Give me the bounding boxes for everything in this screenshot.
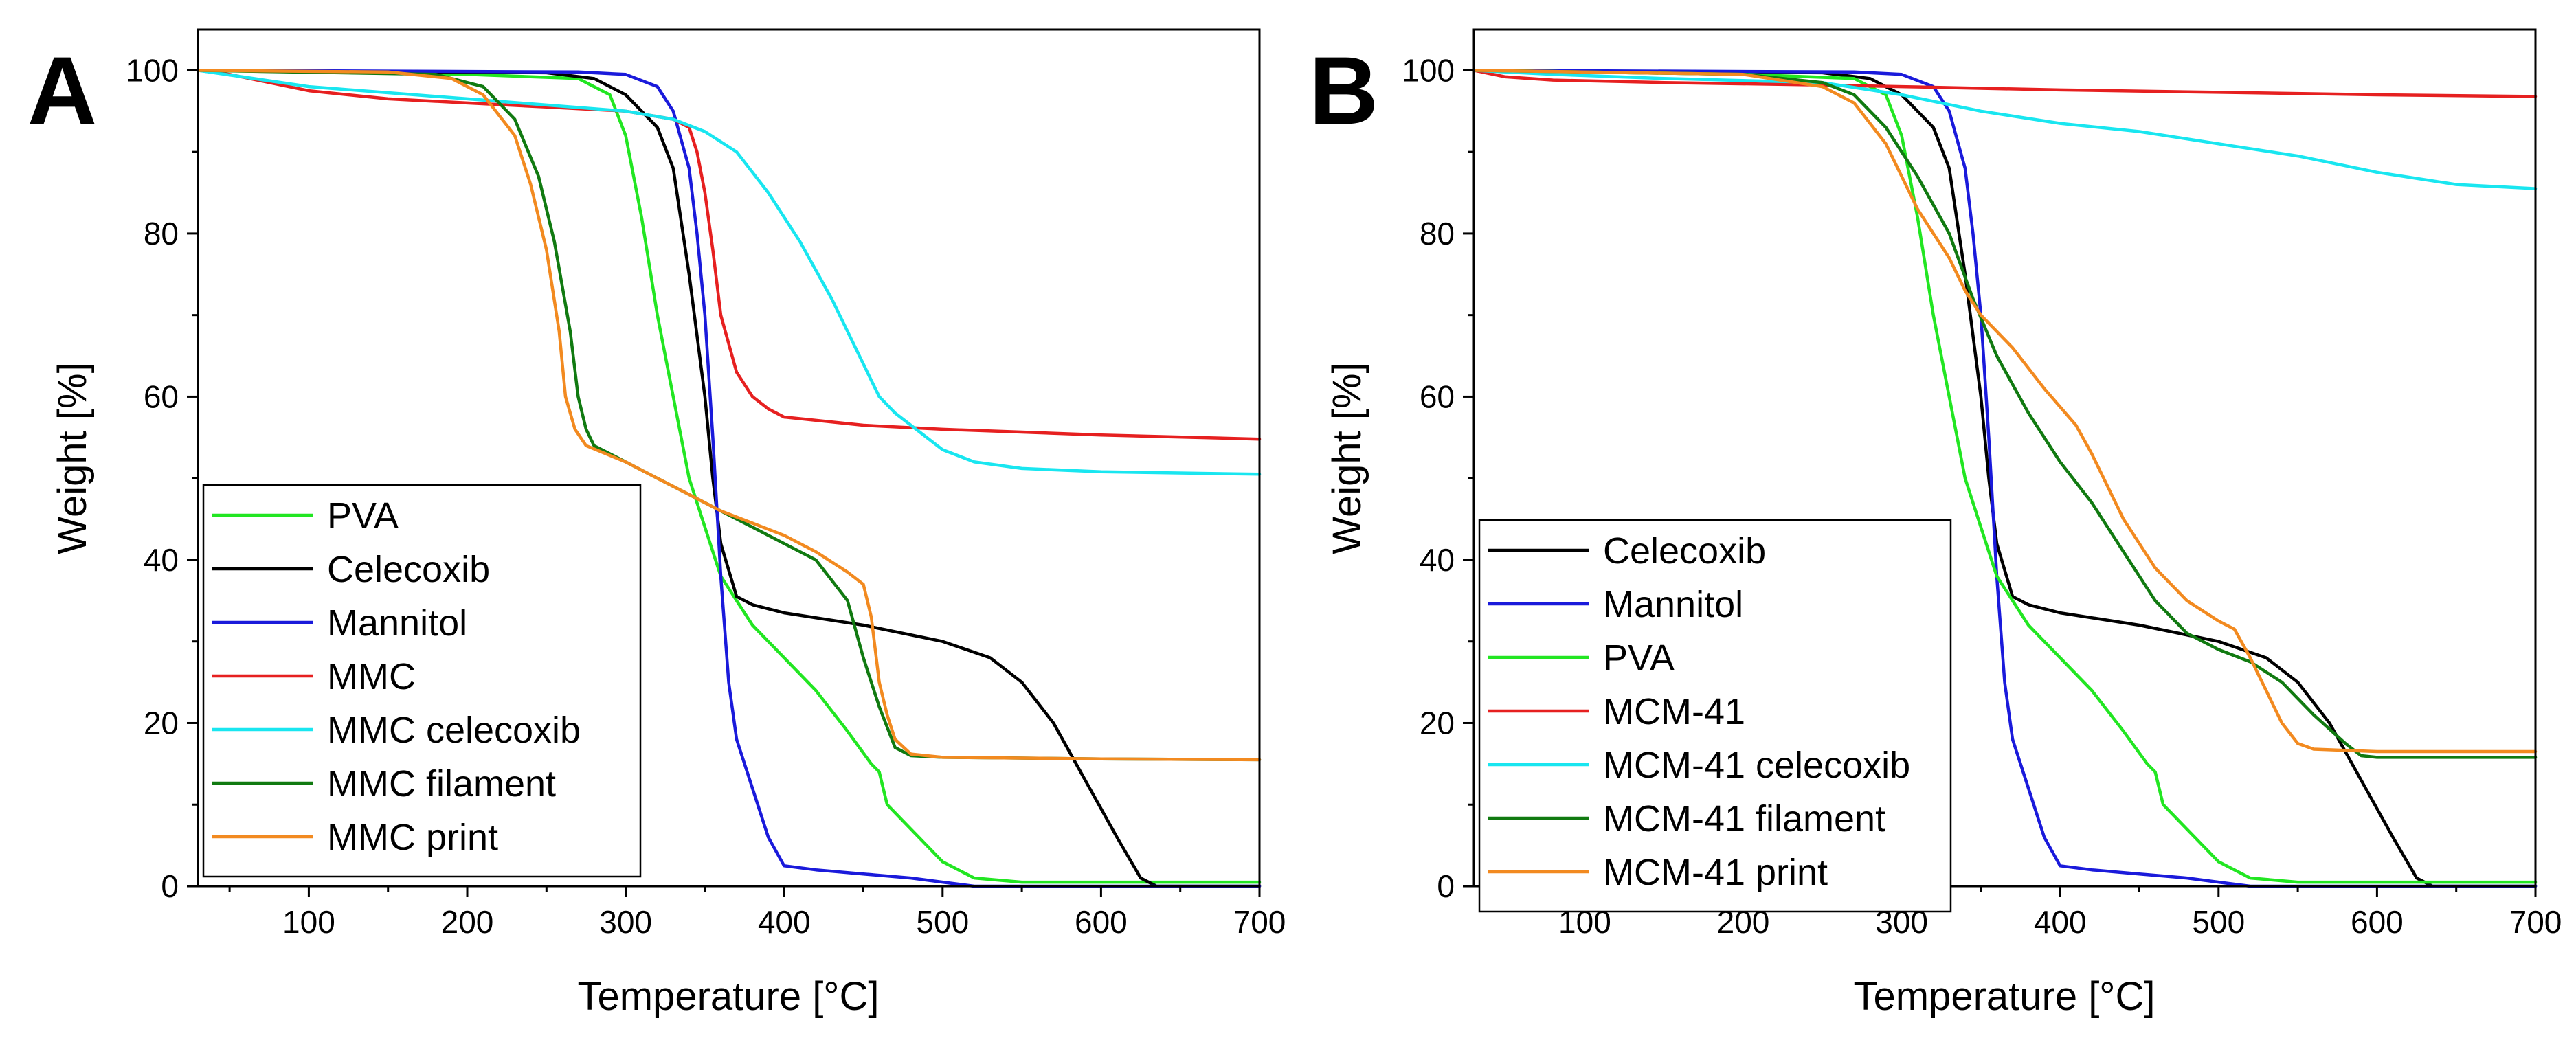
legend-label: MMC celecoxib: [327, 710, 581, 751]
series-line-pva: [196, 69, 1262, 884]
x-tick-label: 700: [1233, 904, 1286, 940]
series-line-mmc: [196, 69, 1262, 441]
y-tick-label: 40: [144, 542, 179, 578]
plot-frame-a: [197, 28, 1261, 888]
y-tick-label: 100: [1402, 52, 1455, 88]
legend-box: [202, 484, 642, 878]
legend-label: Mannitol: [327, 602, 467, 644]
series-line-mcm-41-celecoxib: [1472, 69, 2538, 190]
plot-frame-b: [1472, 28, 2537, 888]
y-tick-label: 80: [144, 216, 179, 251]
legend-label: PVA: [1603, 638, 1675, 679]
legend-label: MCM-41 filament: [1603, 798, 1885, 839]
x-tick-label: 500: [2192, 904, 2245, 940]
legend-label: MMC: [327, 656, 416, 697]
legend-label: MCM-41: [1603, 691, 1745, 732]
legend-label: MCM-41 print: [1603, 852, 1828, 893]
series-group-b: [1472, 69, 2538, 888]
y-tick-label: 0: [161, 868, 179, 904]
x-tick-label: 700: [2509, 904, 2562, 940]
series-line-mannitol: [196, 69, 1262, 888]
x-tick-label: 200: [441, 904, 494, 940]
y-tick-label: 60: [1420, 379, 1455, 414]
x-tick-label: 600: [1075, 904, 1128, 940]
legend-box: [1478, 519, 1952, 913]
x-tick-label: 400: [758, 904, 811, 940]
y-tick-label: 60: [144, 379, 179, 414]
x-axis-title-b: Temperature [°C]: [1853, 974, 2155, 1019]
y-tick-label: 20: [144, 705, 179, 741]
legend-label: MCM-41 celecoxib: [1603, 745, 1910, 786]
panel-letter-a: A: [27, 36, 97, 144]
series-line-mcm-41-filament: [1472, 69, 2538, 759]
legend-label: PVA: [327, 495, 399, 537]
series-line-celecoxib: [1472, 69, 2538, 888]
x-tick-label: 400: [2034, 904, 2087, 940]
panel-a: A 100 200 300 400 500 600 700 0 20 40 60 80 100 Temp…: [27, 28, 1286, 1019]
series-line-celecoxib: [196, 69, 1262, 888]
legend-label: Celecoxib: [1603, 530, 1766, 572]
x-tick-label: 300: [599, 904, 652, 940]
series-line-mcm-41-print: [1472, 69, 2538, 754]
series-line-pva: [1472, 69, 2538, 884]
x-tick-label: 600: [2351, 904, 2404, 940]
legend-label: Mannitol: [1603, 584, 1743, 625]
y-axis-title-b: Weight [%]: [1325, 362, 1369, 554]
legend-a: PVA Celecoxib Mannitol MMC MMC celecoxib MMC …: [202, 484, 642, 878]
legend-label: MMC filament: [327, 763, 556, 804]
legend-label: MMC print: [327, 817, 498, 858]
x-tick-label: 100: [282, 904, 335, 940]
legend-b: Celecoxib Mannitol PVA MCM-41 MCM-41 celecox…: [1478, 519, 1952, 913]
x-tick-label: 500: [916, 904, 969, 940]
y-tick-label: 40: [1420, 542, 1455, 578]
y-tick-label: 80: [1420, 216, 1455, 251]
series-line-mmc-print: [196, 69, 1262, 762]
panel-letter-b: B: [1309, 36, 1378, 144]
series-line-mannitol: [1472, 69, 2538, 888]
y-tick-label: 0: [1437, 868, 1455, 904]
y-axis-title-a: Weight [%]: [50, 362, 95, 554]
series-line-mcm-41: [1472, 69, 2538, 98]
y-tick-label: 100: [126, 52, 179, 88]
series-group-a: [196, 69, 1262, 888]
series-line-mmc-celecoxib: [196, 69, 1262, 476]
legend-label: Celecoxib: [327, 549, 490, 590]
x-axis-title-a: Temperature [°C]: [577, 974, 879, 1019]
y-tick-label: 20: [1420, 705, 1455, 741]
